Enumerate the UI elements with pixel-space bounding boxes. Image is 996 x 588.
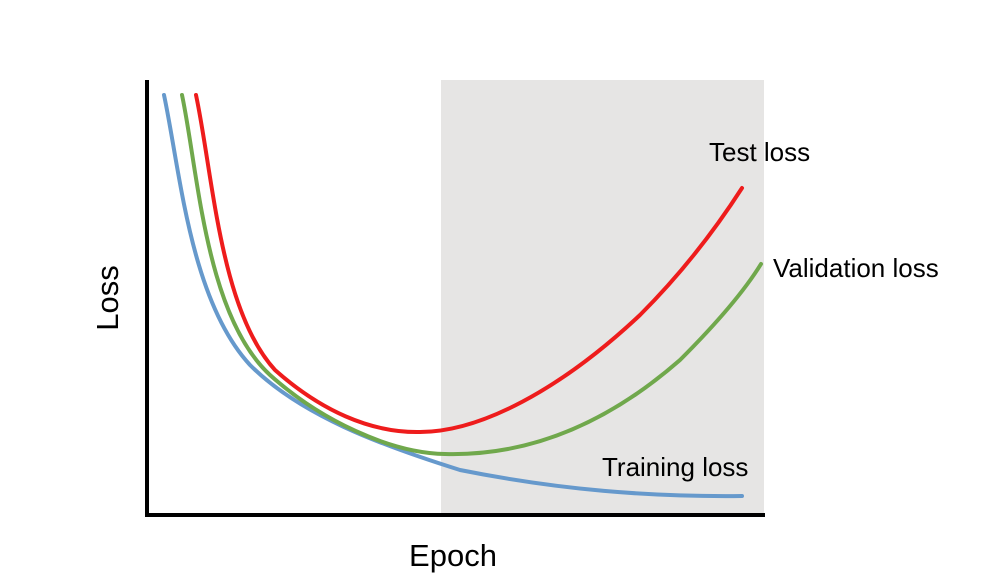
training-loss-label: Training loss <box>602 452 748 482</box>
test-loss-label: Test loss <box>709 137 810 167</box>
test-loss-curve <box>194 93 744 435</box>
y-axis-label: Loss <box>90 265 125 330</box>
validation-loss-curve <box>180 93 763 457</box>
x-axis-label: Epoch <box>409 538 497 573</box>
validation-loss-label: Validation loss <box>773 253 939 283</box>
shaded-region <box>441 80 764 516</box>
